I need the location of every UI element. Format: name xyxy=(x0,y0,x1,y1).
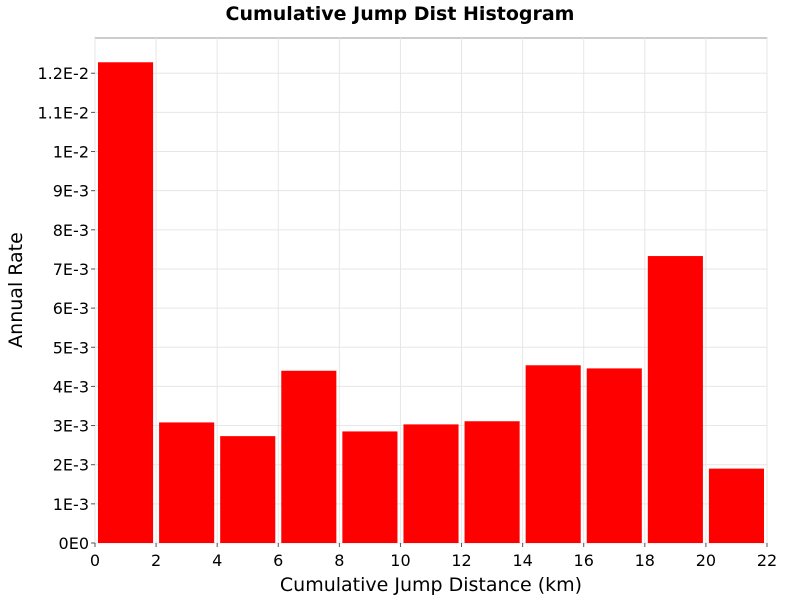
y-tick-label: 1.2E-2 xyxy=(37,64,89,83)
x-tick-label: 6 xyxy=(273,551,283,570)
x-tick-label: 0 xyxy=(90,551,100,570)
y-tick-label: 0E0 xyxy=(59,534,89,553)
bars xyxy=(98,62,764,544)
x-axis-label: Cumulative Jump Distance (km) xyxy=(280,574,582,596)
x-tick-label: 2 xyxy=(151,551,161,570)
y-tick-label: 1.1E-2 xyxy=(37,103,89,122)
y-tick-label: 9E-3 xyxy=(53,182,89,201)
axis-ticks: 0 2 4 6 8 10 12 14 16 18 20 22 0E0 1E-3 2E-3 3E-3 4E-3 5E… xyxy=(37,64,777,570)
y-tick-label: 1E-2 xyxy=(53,143,89,162)
histogram-bar xyxy=(647,256,703,543)
x-tick-label: 14 xyxy=(512,551,532,570)
x-tick-label: 20 xyxy=(696,551,716,570)
x-tick-label: 10 xyxy=(390,551,410,570)
y-tick-label: 3E-3 xyxy=(53,417,89,436)
histogram-bar xyxy=(403,424,459,543)
histogram-bar xyxy=(220,436,276,543)
histogram-bar xyxy=(586,368,642,543)
y-tick-label: 5E-3 xyxy=(53,338,89,357)
chart-title: Cumulative Jump Dist Histogram xyxy=(226,3,575,25)
y-axis-label: Annual Rate xyxy=(5,232,27,348)
y-tick-label: 4E-3 xyxy=(53,377,89,396)
histogram-bar xyxy=(525,365,581,543)
x-tick-label: 8 xyxy=(334,551,344,570)
y-tick-label: 8E-3 xyxy=(53,221,89,240)
x-tick-label: 4 xyxy=(212,551,222,570)
y-tick-label: 7E-3 xyxy=(53,260,89,279)
x-tick-label: 22 xyxy=(757,551,777,570)
x-tick-label: 12 xyxy=(451,551,471,570)
histogram-bar xyxy=(98,62,154,544)
histogram-bar xyxy=(159,422,215,543)
y-tick-label: 2E-3 xyxy=(53,456,89,475)
x-tick-label: 16 xyxy=(574,551,594,570)
x-tick-label: 18 xyxy=(635,551,655,570)
histogram-bar xyxy=(708,468,764,543)
y-tick-label: 1E-3 xyxy=(53,495,89,514)
histogram-bar xyxy=(464,421,520,543)
y-tick-label: 6E-3 xyxy=(53,299,89,318)
histogram-bar xyxy=(342,431,398,543)
histogram-bar xyxy=(281,370,337,543)
